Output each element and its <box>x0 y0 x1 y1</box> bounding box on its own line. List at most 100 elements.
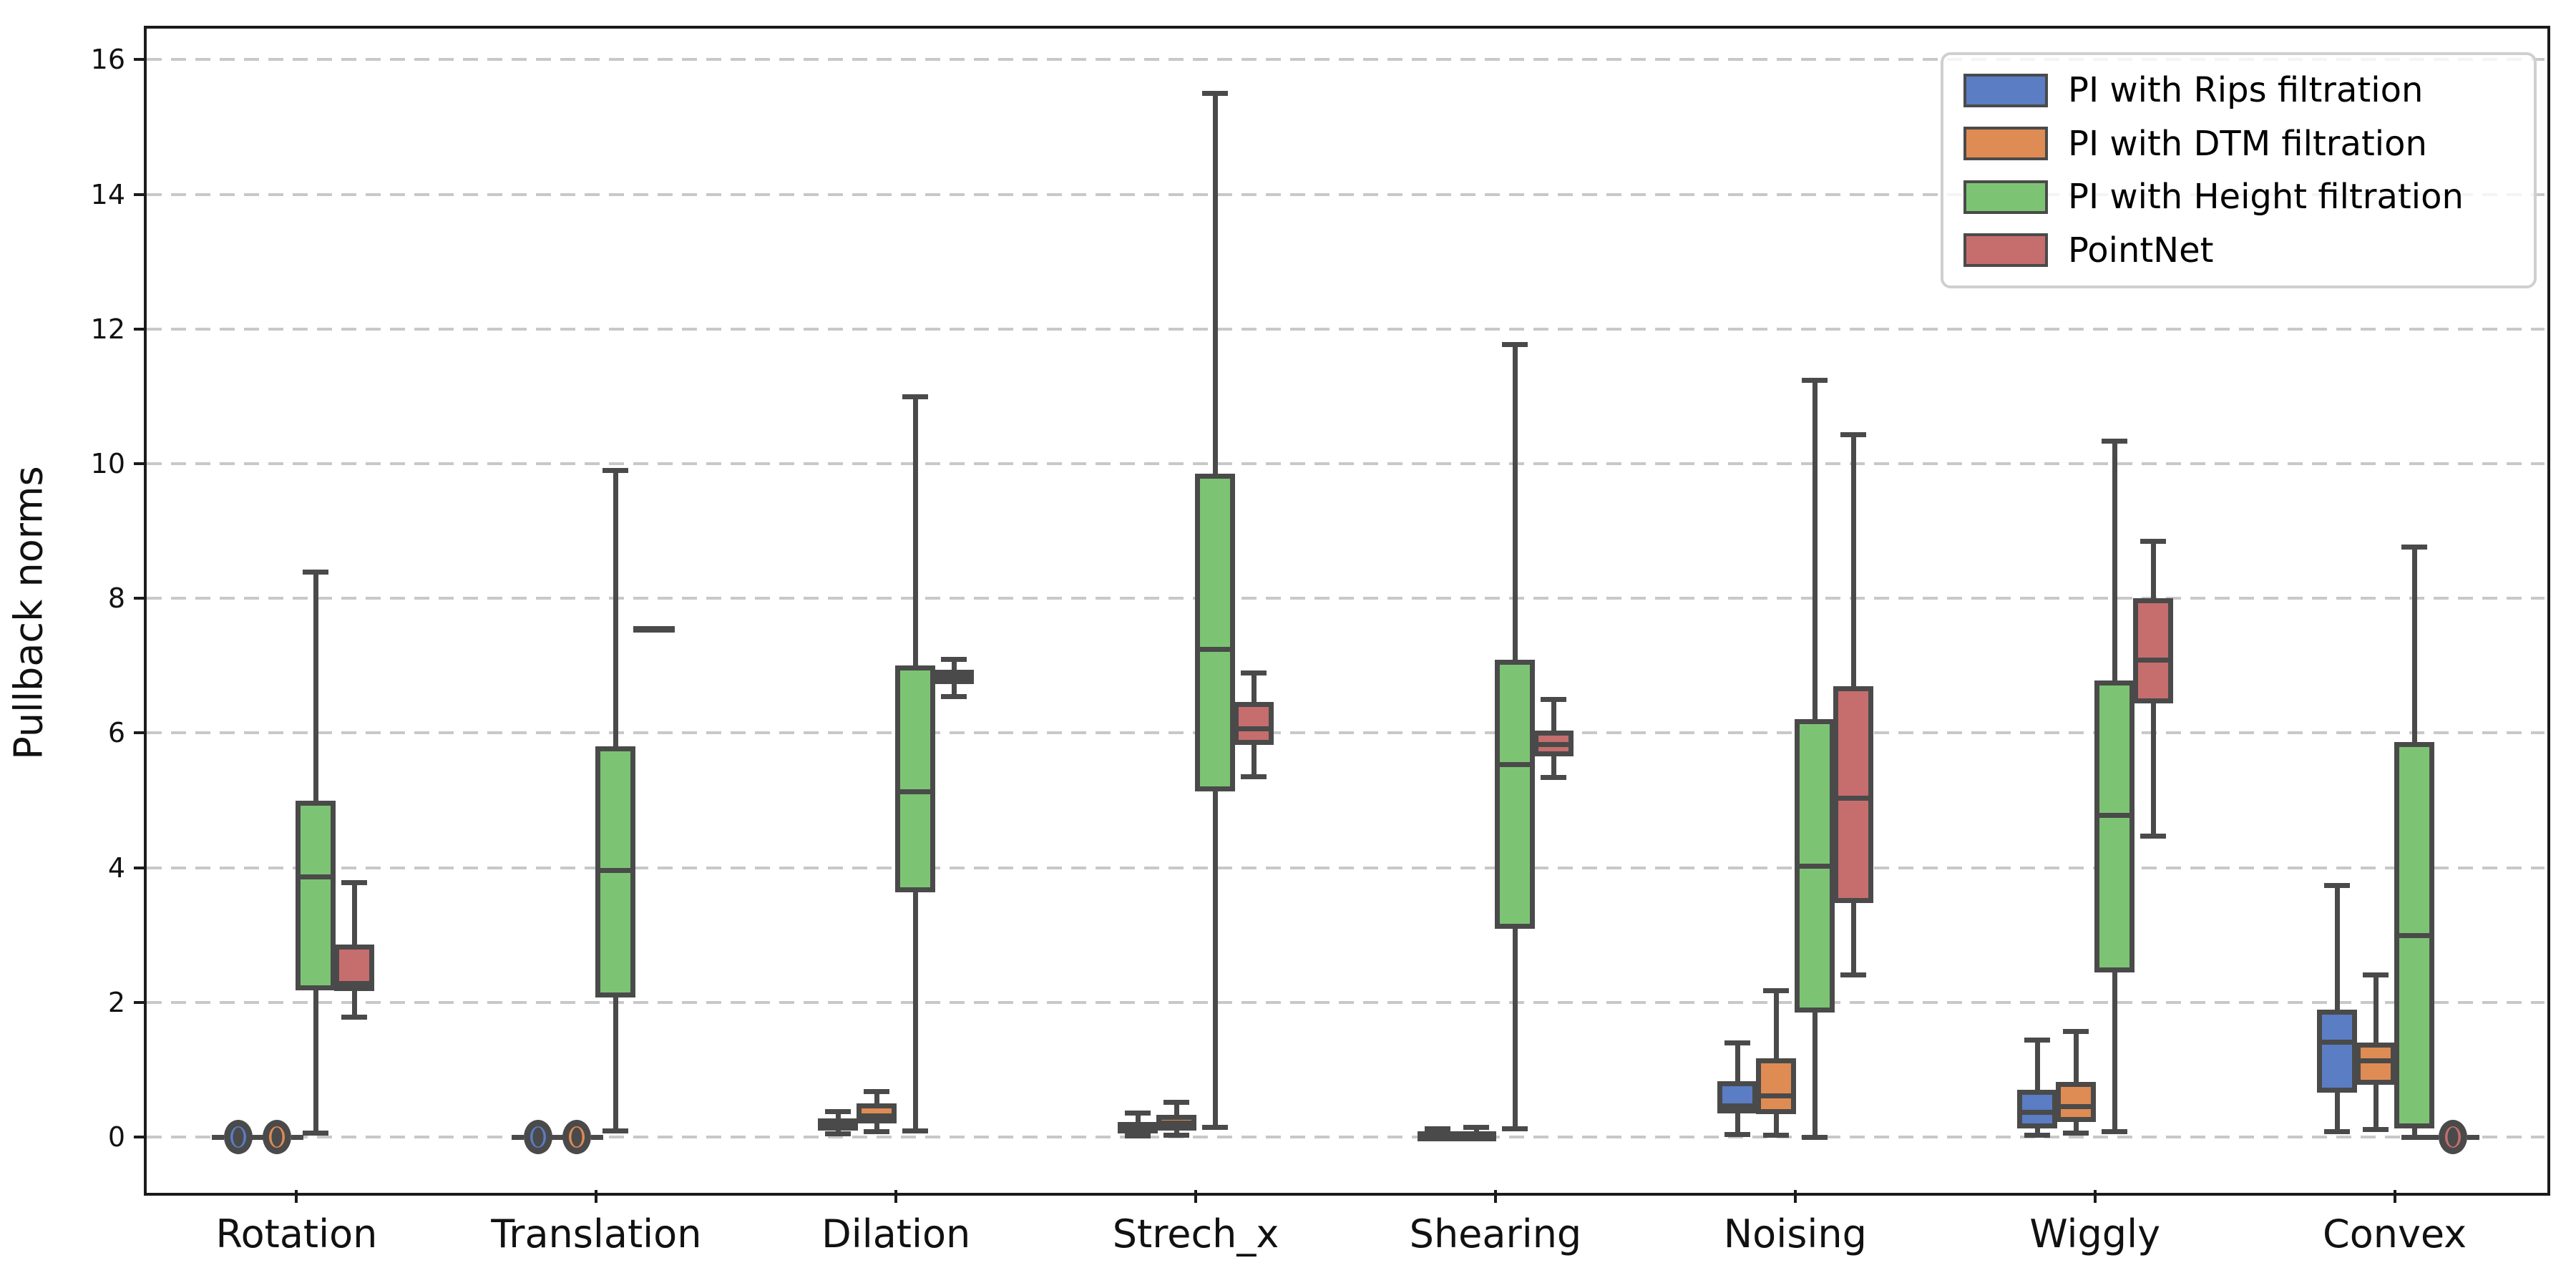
y-tick-label: 0 <box>107 1121 125 1153</box>
y-tick-mark <box>134 866 147 869</box>
boxplot-rotation-pi-with-dtm-filtration-cap-left <box>250 1135 263 1140</box>
boxplot-wiggly-pi-with-dtm-filtration <box>2055 1081 2096 1123</box>
boxplot-rotation-pi-with-rips-filtration-cap-left <box>212 1135 225 1140</box>
boxplot-noising-pointnet-cap-top <box>1840 431 1866 437</box>
boxplot-noising-pi-with-height-filtration-cap-top <box>1801 378 1828 384</box>
boxplot-shearing-pi-with-dtm-filtration-median <box>1460 1136 1491 1141</box>
boxplot-strech-x-pointnet-median <box>1239 726 1269 731</box>
boxplot-noising-pointnet-median <box>1838 795 1868 801</box>
y-tick-mark <box>134 1000 147 1004</box>
legend-color-patch <box>1963 233 2048 268</box>
boxplot-noising-pi-with-dtm-filtration <box>1755 1058 1796 1114</box>
boxplot-shearing-pointnet-cap-top <box>1540 697 1566 703</box>
boxplot-rotation-pi-with-height-filtration <box>296 800 336 990</box>
boxplot-translation-pi-with-rips-filtration <box>524 1120 553 1154</box>
gridline-y-0 <box>147 1136 2545 1138</box>
y-tick-label: 10 <box>90 448 125 479</box>
gridline-y-10 <box>147 462 2545 465</box>
boxplot-convex-pi-with-dtm-filtration <box>2355 1043 2396 1085</box>
x-tick-mark <box>2393 1190 2396 1203</box>
gridline-y-8 <box>147 597 2545 600</box>
y-tick-mark <box>134 327 147 331</box>
boxplot-strech-x-pointnet-cap-bottom <box>1241 774 1267 779</box>
boxplot-noising-pi-with-dtm-filtration-cap-bottom <box>1762 1133 1789 1138</box>
boxplot-dilation-pi-with-height-filtration <box>895 665 936 893</box>
zero-marker-median <box>532 1127 544 1147</box>
x-category-label: Wiggly <box>2029 1211 2161 1257</box>
boxplot-wiggly-pi-with-rips-filtration-median <box>2021 1110 2052 1116</box>
y-tick-mark <box>134 192 147 196</box>
boxplot-strech-x-pi-with-rips-filtration <box>1118 1122 1158 1134</box>
boxplot-noising-pi-with-height-filtration-median <box>1799 863 1830 869</box>
boxplot-dilation-pi-with-dtm-filtration-cap-top <box>864 1089 890 1094</box>
boxplot-strech-x-pi-with-rips-filtration-median <box>1123 1127 1153 1133</box>
boxplot-noising-pi-with-dtm-filtration-cap-top <box>1762 987 1789 993</box>
boxplot-wiggly-pi-with-dtm-filtration-median <box>2060 1103 2091 1109</box>
boxplot-shearing-pointnet <box>1533 730 1574 757</box>
y-tick-label: 16 <box>90 44 125 76</box>
y-tick-label: 14 <box>90 178 125 210</box>
boxplot-strech-x-pointnet <box>1234 702 1274 746</box>
boxplot-dilation-pointnet <box>934 669 975 684</box>
boxplot-shearing-pi-with-height-filtration <box>1494 659 1535 930</box>
boxplot-shearing-pi-with-rips-filtration <box>1417 1131 1458 1142</box>
gridline-y-14 <box>147 192 2545 196</box>
boxplot-noising-pointnet-cap-bottom <box>1840 972 1866 978</box>
boxplot-dilation-pi-with-rips-filtration-cap-top <box>825 1109 852 1115</box>
legend-color-patch <box>1963 127 2048 161</box>
boxplot-rotation-pointnet <box>334 944 375 991</box>
x-category-label: Rotation <box>215 1211 378 1257</box>
legend-color-patch <box>1963 73 2048 107</box>
boxplot-convex-pi-with-rips-filtration-whisker <box>2334 885 2340 1132</box>
zero-marker-median <box>233 1127 244 1147</box>
boxplot-convex-pi-with-rips-filtration-cap-top <box>2323 883 2350 889</box>
boxplot-shearing-pointnet-cap-bottom <box>1540 774 1566 780</box>
y-tick-label: 4 <box>107 852 125 884</box>
boxplot-noising-pi-with-rips-filtration-cap-bottom <box>1724 1132 1750 1138</box>
legend-color-patch <box>1963 180 2048 214</box>
zero-marker-median <box>571 1127 582 1147</box>
boxplot-translation-pi-with-height-filtration-cap-top <box>602 468 629 474</box>
boxplot-wiggly-pointnet-cap-bottom <box>2140 834 2166 839</box>
boxplot-strech-x-pointnet-cap-top <box>1241 670 1267 675</box>
boxplot-convex-pointnet-cap-left <box>2426 1135 2439 1140</box>
boxplot-strech-x-pi-with-dtm-filtration <box>1156 1114 1197 1131</box>
y-tick-label: 12 <box>90 313 125 345</box>
boxplot-dilation-pi-with-height-filtration-median <box>900 789 931 795</box>
boxplot-convex-pi-with-dtm-filtration-cap-top <box>2362 972 2389 978</box>
boxplot-wiggly-pi-with-rips-filtration-whisker <box>2034 1040 2040 1136</box>
boxplot-convex-pi-with-height-filtration-cap-top <box>2401 544 2427 550</box>
boxplot-dilation-pi-with-dtm-filtration <box>857 1103 897 1124</box>
boxplot-convex-pointnet-cap-right <box>2467 1135 2479 1140</box>
boxplot-strech-x-pi-with-dtm-filtration-median <box>1161 1120 1192 1126</box>
x-category-label: Convex <box>2322 1211 2467 1257</box>
boxplot-translation-pi-with-height-filtration-cap-bottom <box>602 1128 629 1133</box>
legend-label: PI with DTM filtration <box>2068 123 2427 164</box>
x-tick-mark <box>1194 1190 1198 1203</box>
boxplot-shearing-pointnet-median <box>1538 741 1568 747</box>
x-tick-mark <box>894 1190 898 1203</box>
boxplot-translation-pointnet <box>633 625 675 633</box>
legend-label: PI with Height filtration <box>2068 177 2464 218</box>
gridline-y-6 <box>147 731 2545 735</box>
boxplot-noising-pi-with-height-filtration <box>1794 718 1835 1013</box>
x-tick-mark <box>595 1190 598 1203</box>
y-tick-mark <box>134 462 147 465</box>
boxplot-wiggly-pi-with-rips-filtration-cap-bottom <box>2024 1133 2050 1138</box>
x-category-label: Translation <box>491 1211 702 1257</box>
boxplot-dilation-pointnet-cap-bottom <box>941 693 967 699</box>
boxplot-noising-pi-with-rips-filtration-median <box>1722 1103 1752 1108</box>
boxplot-translation-pi-with-dtm-filtration-cap-left <box>550 1135 563 1140</box>
boxplot-strech-x-pi-with-rips-filtration-cap-top <box>1125 1111 1151 1116</box>
boxplot-shearing-pi-with-height-filtration-cap-top <box>1501 341 1528 347</box>
boxplot-shearing-pi-with-dtm-filtration-cap-top <box>1463 1124 1489 1130</box>
boxplot-dilation-pi-with-rips-filtration-median <box>823 1123 854 1128</box>
boxplot-convex-pi-with-dtm-filtration-cap-bottom <box>2362 1126 2389 1132</box>
boxplot-rotation-pi-with-dtm-filtration-cap-right <box>291 1135 304 1140</box>
boxplot-dilation-pointnet-median <box>939 674 970 680</box>
boxplot-dilation-pi-with-height-filtration-cap-bottom <box>902 1128 929 1133</box>
x-tick-mark <box>1793 1190 1797 1203</box>
boxplot-dilation-pi-with-dtm-filtration-cap-bottom <box>864 1129 890 1135</box>
boxplot-shearing-pi-with-dtm-filtration <box>1455 1131 1496 1141</box>
legend: PI with Rips filtration PI with DTM filtr… <box>1941 52 2537 288</box>
